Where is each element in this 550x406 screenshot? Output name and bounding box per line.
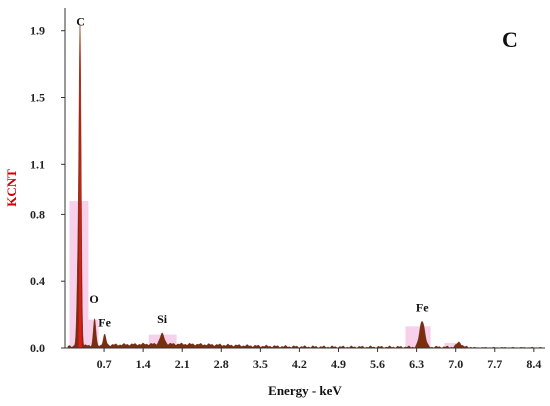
y-tick-label: 1.9	[30, 24, 45, 38]
y-axis-title: KCNT	[4, 169, 19, 207]
spectrum-series	[67, 25, 543, 349]
y-tick-label: 0.0	[30, 341, 45, 355]
x-tick-label: 8.4	[526, 357, 541, 371]
y-tick-label: 0.4	[30, 274, 45, 288]
y-tick-label: 1.1	[30, 157, 45, 171]
peak-label-si: Si	[157, 312, 168, 326]
x-tick-label: 2.1	[175, 357, 190, 371]
peak-label-fe: Fe	[98, 315, 111, 329]
peak-label-fe: Fe	[416, 300, 429, 314]
x-tick-label: 7.7	[487, 357, 502, 371]
x-tick-label: 3.5	[253, 357, 268, 371]
x-tick-label: 0.7	[97, 357, 112, 371]
highlight-window-4	[444, 342, 462, 348]
y-tick-label: 1.5	[30, 91, 45, 105]
carbon-peak-highlight	[78, 35, 82, 349]
energy-window-highlights	[69, 201, 462, 348]
x-tick-label: 2.8	[214, 357, 229, 371]
x-tick-label: 5.6	[370, 357, 385, 371]
peak-label-o: O	[89, 292, 98, 306]
x-tick-label: 1.4	[136, 357, 151, 371]
panel-label: C	[502, 27, 518, 52]
peak-label-c: C	[76, 15, 85, 29]
y-tick-label: 0.8	[30, 207, 45, 221]
x-axis-title: Energy - keV	[268, 383, 342, 398]
axes	[64, 8, 545, 349]
x-tick-label: 6.3	[409, 357, 424, 371]
tick-labels: 0.7 1.4 2.1 2.8 3.5 4.2 4.9 5.6 6.3 7.0 7.7 8.4 0.0 0…	[30, 24, 541, 371]
x-tick-label: 4.9	[331, 357, 346, 371]
x-tick-label: 4.2	[292, 357, 307, 371]
x-tick-label: 7.0	[448, 357, 463, 371]
spectrum-area	[67, 25, 543, 349]
